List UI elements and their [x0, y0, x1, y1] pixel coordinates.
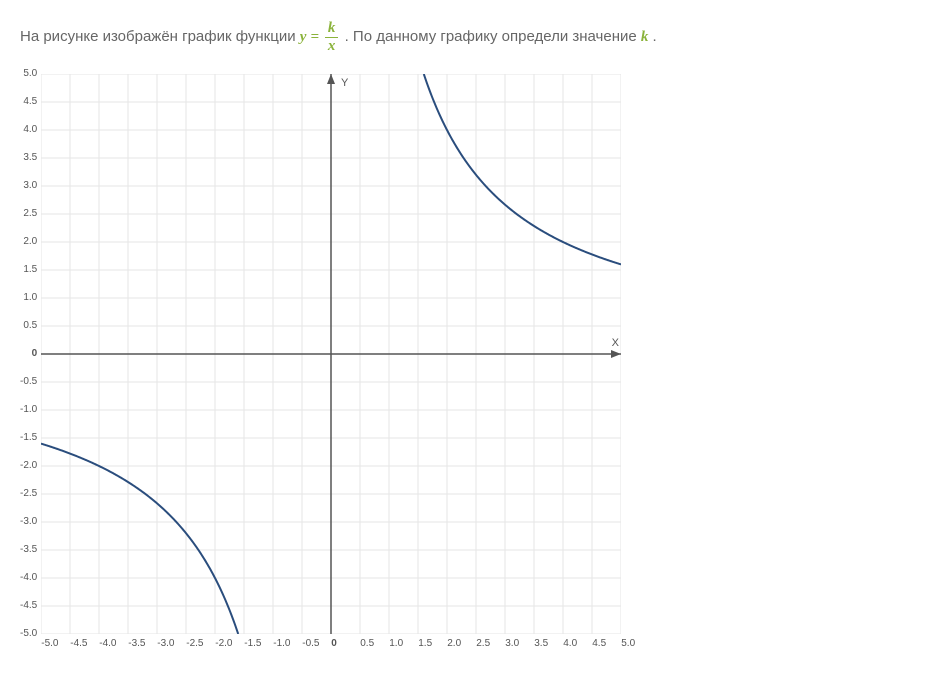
fraction: k x: [325, 20, 339, 54]
hyperbola-chart: YX: [41, 74, 621, 634]
text-part1: На рисунке изображён график функции: [20, 28, 300, 45]
svg-text:X: X: [612, 337, 620, 349]
x-tick-labels: -5.0-4.5-4.0-3.5-3.0-2.5-2.0-1.5-1.0-0.5…: [41, 638, 621, 649]
text-part3: .: [653, 28, 657, 45]
eq-sign: =: [311, 29, 323, 45]
fraction-denominator: x: [325, 38, 339, 55]
problem-text: На рисунке изображён график функции y = …: [20, 20, 909, 54]
y-tick-labels: 5.04.54.03.53.02.52.01.51.00.50-0.5-1.0-…: [20, 74, 37, 634]
fraction-numerator: k: [325, 20, 339, 38]
chart-container: 5.04.54.03.53.02.52.01.51.00.50-0.5-1.0-…: [20, 74, 909, 649]
eq-lhs: y: [300, 29, 307, 45]
text-part2: . По данному графику определи значение: [345, 28, 641, 45]
k-var: k: [641, 29, 649, 45]
svg-text:Y: Y: [341, 77, 349, 89]
